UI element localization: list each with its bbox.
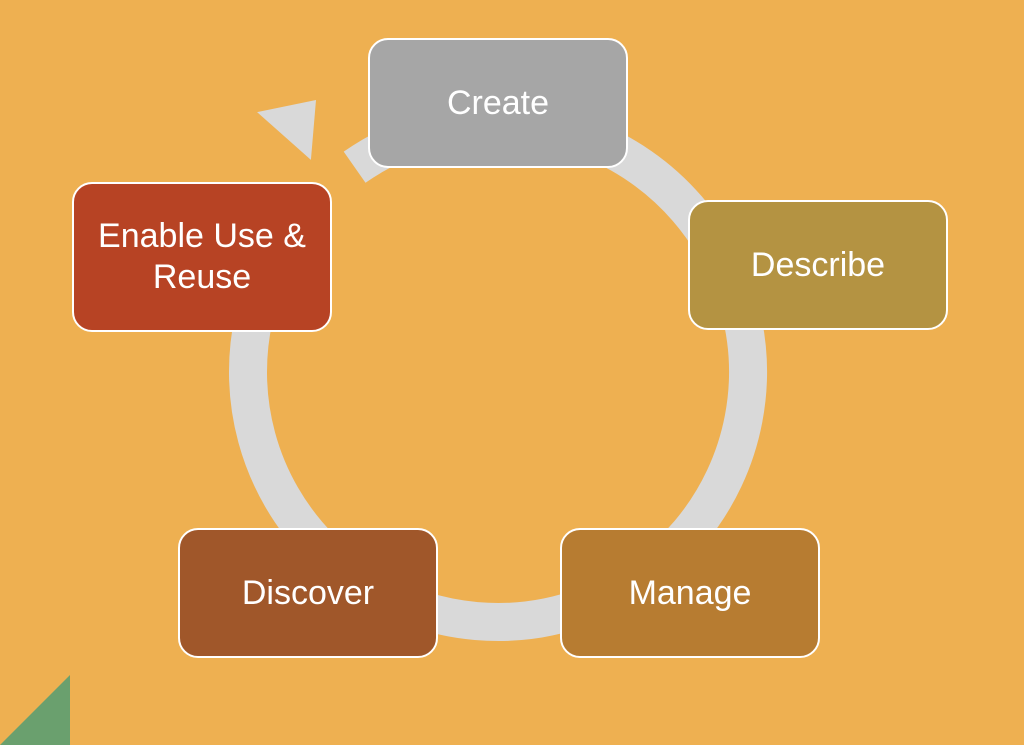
node-discover: Discover	[178, 528, 438, 658]
node-label: Create	[447, 83, 549, 124]
node-create: Create	[368, 38, 628, 168]
node-describe: Describe	[688, 200, 948, 330]
cycle-diagram: Create Describe Manage Discover Enable Use &…	[0, 0, 1024, 745]
node-label: Discover	[242, 573, 374, 614]
node-label: Describe	[751, 245, 885, 286]
node-label: Enable Use & Reuse	[92, 216, 312, 298]
node-enable-use-reuse: Enable Use & Reuse	[72, 182, 332, 332]
node-label: Manage	[629, 573, 752, 614]
corner-accent-icon	[0, 675, 70, 745]
node-manage: Manage	[560, 528, 820, 658]
cycle-arrowhead-icon	[257, 100, 316, 160]
